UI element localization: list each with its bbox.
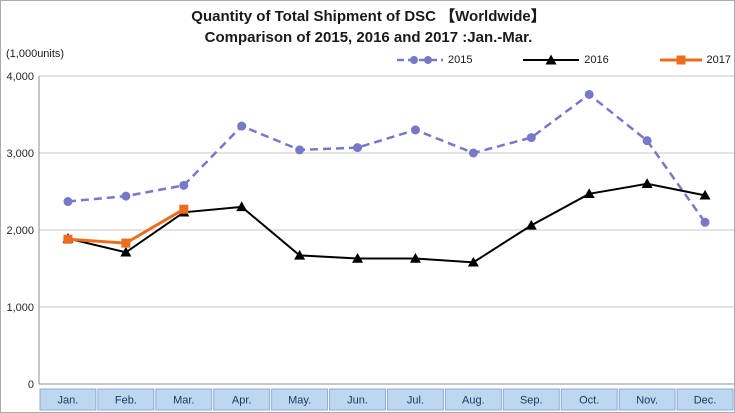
- month-label: Apr.: [232, 395, 252, 407]
- month-cell: [329, 388, 387, 411]
- data-point-2016: [641, 178, 653, 188]
- chart-title-line1: Quantity of Total Shipment of DSC 【World…: [191, 8, 546, 25]
- month-label: Mar.: [173, 395, 194, 407]
- chart-title-line2: Comparison of 2015, 2016 and 2017 :Jan.-…: [204, 29, 533, 46]
- legend-label-2015: 2015: [448, 54, 473, 66]
- data-point-2015: [468, 148, 478, 158]
- month-cell: [676, 388, 734, 411]
- data-point-2015: [295, 145, 305, 155]
- legend: 2015 2016 2017: [397, 54, 731, 66]
- month-label: Sep.: [520, 395, 543, 407]
- plot-area: 0 1,000 2,000 3,000 4,000 Jan. Feb. Mar. Apr. May…: [1, 69, 734, 412]
- data-point-2016: [352, 252, 364, 263]
- legend-item-2017: 2017: [659, 54, 731, 66]
- data-point-2016: [236, 201, 248, 212]
- month-cell: [155, 388, 213, 411]
- data-point-2016: [294, 249, 306, 260]
- month-label: Aug.: [462, 395, 485, 407]
- chart-title: Quantity of Total Shipment of DSC 【World…: [1, 6, 734, 48]
- month-cell: [444, 388, 502, 411]
- y-axis-tick-label: 0: [28, 379, 34, 391]
- data-point-2016: [467, 256, 479, 267]
- month-cell: [618, 388, 676, 411]
- data-point-2017: [63, 234, 73, 244]
- data-point-2016: [120, 246, 132, 257]
- month-label: Nov.: [636, 395, 658, 407]
- data-point-2016: [525, 219, 537, 230]
- y-axis-tick-label: 4,000: [6, 71, 34, 83]
- y-axis-units-label: (1,000units): [6, 48, 65, 60]
- data-point-2016: [409, 252, 421, 263]
- legend-item-2016: 2016: [523, 54, 609, 66]
- series-line-2017: [67, 207, 185, 245]
- legend-sample-2015-dashed-line-icon: [397, 56, 443, 64]
- data-point-2015: [700, 217, 710, 227]
- data-point-2016: [583, 188, 595, 199]
- y-axis-tick-label: 1,000: [6, 302, 34, 314]
- month-cell: [560, 388, 618, 411]
- data-point-2015: [584, 89, 594, 99]
- data-point-2015: [237, 121, 247, 131]
- data-point-2015: [179, 180, 189, 190]
- data-point-2015: [642, 136, 652, 146]
- month-cell: [387, 388, 444, 411]
- month-label: Jun.: [347, 395, 368, 407]
- data-point-2017: [179, 204, 189, 214]
- legend-label-2017: 2017: [706, 54, 731, 66]
- month-cell: [97, 388, 155, 411]
- month-label: Feb.: [115, 395, 137, 407]
- month-label: Jul.: [407, 395, 424, 407]
- y-axis-tick-label: 2,000: [6, 225, 34, 237]
- legend-label-2016: 2016: [584, 54, 609, 66]
- data-point-2015: [63, 197, 73, 207]
- data-point-2015: [121, 191, 131, 201]
- month-cell: [213, 388, 271, 411]
- month-label: Oct.: [579, 395, 599, 407]
- legend-item-2015: 2015: [397, 54, 472, 66]
- series-line-2015: [67, 92, 707, 224]
- legend-sample-2016-solid-line-icon: [523, 54, 580, 65]
- data-point-2016: [699, 189, 711, 200]
- legend-sample-2017-solid-line-icon: [659, 55, 702, 65]
- data-point-2015: [410, 125, 420, 135]
- month-label: May.: [288, 395, 311, 407]
- data-point-2015: [526, 133, 536, 143]
- y-axis-tick-label: 3,000: [6, 148, 34, 160]
- series-line-2016: [67, 182, 706, 264]
- month-cell: [502, 388, 560, 411]
- month-cell: [271, 388, 329, 411]
- month-label: Dec.: [694, 395, 717, 407]
- chart-canvas: 0 1,000 2,000 3,000 4,000 Jan. Feb. Mar. Apr. May…: [6, 71, 734, 411]
- month-cell: [39, 388, 97, 411]
- data-point-2017: [121, 238, 131, 248]
- month-label: Jan.: [58, 395, 79, 407]
- data-point-2015: [353, 143, 363, 153]
